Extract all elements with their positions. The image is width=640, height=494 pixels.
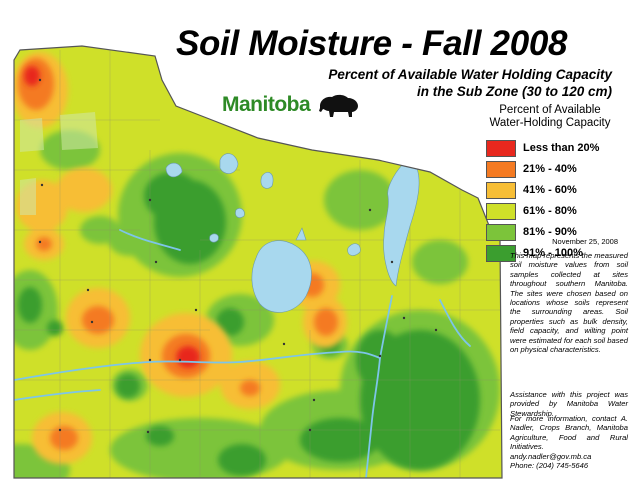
contact-phone: Phone: (204) 745-5646: [510, 461, 589, 471]
legend-item: 21% - 40%: [486, 159, 624, 179]
legend-swatch-61-80: [486, 202, 516, 220]
legend-item: Less than 20%: [486, 138, 624, 158]
red-river: [365, 357, 381, 478]
lake-manitoba: [251, 240, 312, 313]
region-outline: [13, 45, 503, 479]
town-markers: [38, 78, 438, 434]
rivers: [14, 229, 471, 478]
protected-areas: [20, 112, 98, 215]
legend-swatch-21-40: [486, 160, 516, 178]
legend-label: 21% - 40%: [523, 163, 577, 175]
subtitle-line-2: in the Sub Zone (30 to 120 cm): [416, 84, 612, 99]
legend-swatch-41-60: [486, 181, 516, 199]
lakes: [165, 153, 420, 313]
legend-label: 61% - 80%: [523, 205, 577, 217]
legend-item: 41% - 60%: [486, 180, 624, 200]
contact-info: For more information, contact A. Nadler,…: [510, 414, 628, 470]
legend-label: 91% - 100%: [523, 247, 583, 259]
legend-label: 41% - 60%: [523, 184, 577, 196]
subtitle-line-1: Percent of Available Water Holding Capac…: [328, 67, 612, 82]
manitoba-logo: Manitoba: [222, 92, 360, 118]
legend-item: 61% - 80%: [486, 201, 624, 221]
legend-label: 81% - 90%: [523, 226, 577, 238]
assiniboine-river: [14, 350, 381, 381]
legend-items: Less than 20% 21% - 40% 41% - 60% 61% - …: [486, 138, 624, 263]
logo-text: Manitoba: [222, 93, 311, 116]
legend-title-line-2: Water-Holding Capacity: [489, 117, 611, 129]
legend-swatch-less-than-20: [486, 139, 516, 157]
legend-swatch-81-90: [486, 223, 516, 241]
contact-intro: For more information, contact A. Nadler,…: [510, 414, 628, 452]
legend: Percent of Available Water-Holding Capac…: [476, 104, 624, 264]
map-description: This map represents the measured soil mo…: [510, 251, 628, 355]
municipal-boundaries: [14, 50, 500, 478]
assistance-note: Assistance with this project was provide…: [510, 390, 628, 418]
cedar-lake: [219, 153, 239, 174]
legend-title: Percent of Available Water-Holding Capac…: [476, 104, 624, 130]
legend-item: 91% - 100%: [486, 243, 624, 263]
map-date: November 25, 2008: [552, 237, 618, 246]
bison-icon: [319, 94, 359, 117]
contact-email[interactable]: andy.nadler@gov.mb.ca: [510, 451, 592, 461]
legend-label: Less than 20%: [523, 142, 600, 154]
legend-item: 81% - 90%: [486, 222, 624, 242]
map-subtitle: Percent of Available Water Holding Capac…: [252, 66, 612, 100]
legend-title-line-1: Percent of Available: [499, 104, 601, 116]
legend-swatch-91-100: [486, 244, 516, 262]
map-title: Soil Moisture - Fall 2008: [176, 24, 568, 63]
